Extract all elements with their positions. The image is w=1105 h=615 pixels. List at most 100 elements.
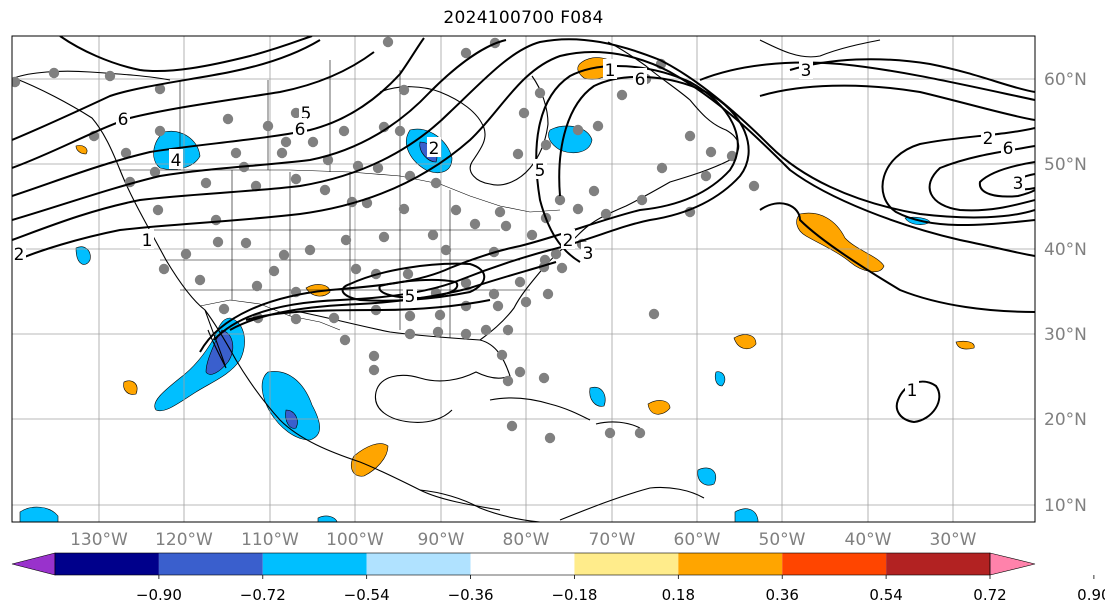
station-marker xyxy=(120,147,132,159)
station-marker xyxy=(290,107,302,119)
colorbar-swatch xyxy=(782,553,887,575)
station-marker xyxy=(210,214,222,226)
border-us-mexico xyxy=(199,299,341,331)
blue-region-bottom1 xyxy=(19,506,59,522)
coast-baja xyxy=(204,309,227,369)
contour-label: 5 xyxy=(403,285,417,307)
blue-region-labrador xyxy=(548,125,593,153)
station-marker xyxy=(48,67,60,79)
contour-line-east-3 xyxy=(699,61,1035,101)
station-marker xyxy=(434,309,446,321)
blue-region-atl2 xyxy=(697,467,717,486)
darkblue-core-baja xyxy=(205,329,234,375)
latitude-label: 30°N xyxy=(1044,325,1087,345)
station-marker xyxy=(251,280,263,292)
station-marker xyxy=(250,180,262,192)
contour-line-east-low-a xyxy=(881,127,1035,227)
colorbar-tick-label: 0.90 xyxy=(1077,586,1105,604)
contour-label: 2 xyxy=(981,127,995,149)
station-marker xyxy=(218,303,230,315)
contour-label-text: 6 xyxy=(295,120,306,140)
station-marker xyxy=(588,185,600,197)
station-marker xyxy=(352,160,364,172)
contour-label: 6 xyxy=(1001,137,1015,159)
station-marker xyxy=(544,432,556,444)
blue-region-atl3 xyxy=(714,371,726,387)
station-marker xyxy=(554,194,566,206)
negative-anomaly-shading xyxy=(19,125,931,522)
station-marker xyxy=(616,89,628,101)
station-marker xyxy=(368,364,380,376)
contour-label-text: 4 xyxy=(171,151,182,171)
station-marker xyxy=(404,310,416,322)
station-marker xyxy=(12,76,21,88)
colorbar-swatch xyxy=(574,553,679,575)
contour-label: 3 xyxy=(799,59,813,81)
colorbar: −0.90 −0.72 −0.54 −0.36 −0.18 0.18 0.36 0.54 0.7… xyxy=(11,552,1105,604)
longitude-label: 90°W xyxy=(418,530,465,550)
station-marker xyxy=(648,308,660,320)
contour-label-text: 3 xyxy=(1013,174,1024,194)
contour-line-4 xyxy=(12,37,425,197)
station-marker xyxy=(319,184,331,196)
station-marker xyxy=(278,249,290,261)
coast-central-america xyxy=(419,489,541,522)
contour-label: 3 xyxy=(581,242,595,264)
station-marker xyxy=(634,427,646,439)
station-marker xyxy=(469,218,481,230)
contour-label: 4 xyxy=(169,149,183,171)
contour-line-7 xyxy=(59,36,313,73)
orange-region-atl-c xyxy=(955,340,975,350)
coast-hudson-bay xyxy=(379,75,549,186)
station-marker xyxy=(200,177,212,189)
contour-label-text: 5 xyxy=(405,287,416,307)
colorbar-tick-label: −0.90 xyxy=(136,586,182,604)
contour-line-5 xyxy=(12,51,375,169)
station-marker xyxy=(430,177,442,189)
station-marker xyxy=(514,366,526,378)
orange-region-atl-a xyxy=(733,334,757,350)
colorbar-extend-low xyxy=(11,552,56,576)
station-marker xyxy=(339,334,351,346)
station-marker xyxy=(492,300,504,312)
station-marker xyxy=(592,120,604,132)
contour-label: 5 xyxy=(299,102,313,124)
longitude-labels: 130°W 120°W 110°W 100°W 90°W 80°W 70°W 60°W 50°W… xyxy=(70,530,977,550)
border-states-a xyxy=(231,170,451,338)
colorbar-extend-high xyxy=(989,552,1036,576)
station-marker xyxy=(748,180,760,192)
colorbar-swatch xyxy=(366,553,471,575)
station-marker xyxy=(432,326,444,338)
contour-label-text: 3 xyxy=(583,244,594,264)
latitude-label: 60°N xyxy=(1044,70,1087,90)
contour-line-low-b xyxy=(213,75,750,341)
longitude-label: 80°W xyxy=(503,530,550,550)
colorbar-tick-label: 0.54 xyxy=(869,586,902,604)
contour-label-text: 6 xyxy=(118,110,129,130)
colorbar-tick-label: −0.54 xyxy=(344,586,390,604)
station-marker xyxy=(502,324,514,336)
contour-line-low-d xyxy=(245,299,491,321)
contour-label-text: 1 xyxy=(142,231,153,251)
station-markers xyxy=(12,36,760,444)
station-marker xyxy=(398,84,410,96)
contour-line-2 xyxy=(12,38,1035,241)
contour-label: 6 xyxy=(293,118,307,140)
station-marker xyxy=(440,244,452,256)
station-marker xyxy=(404,328,416,340)
blue-region-atl1 xyxy=(589,386,606,407)
station-marker xyxy=(427,229,439,241)
station-marker xyxy=(604,427,616,439)
station-marker xyxy=(372,162,384,174)
station-marker xyxy=(518,107,530,119)
station-marker xyxy=(526,229,538,241)
contour-label: 2 xyxy=(12,243,26,265)
station-marker xyxy=(290,313,302,325)
station-marker xyxy=(152,204,164,216)
longitude-label: 120°W xyxy=(155,530,213,550)
colorbar-swatch xyxy=(678,553,783,575)
station-marker xyxy=(450,204,462,216)
longitude-label: 70°W xyxy=(589,530,636,550)
